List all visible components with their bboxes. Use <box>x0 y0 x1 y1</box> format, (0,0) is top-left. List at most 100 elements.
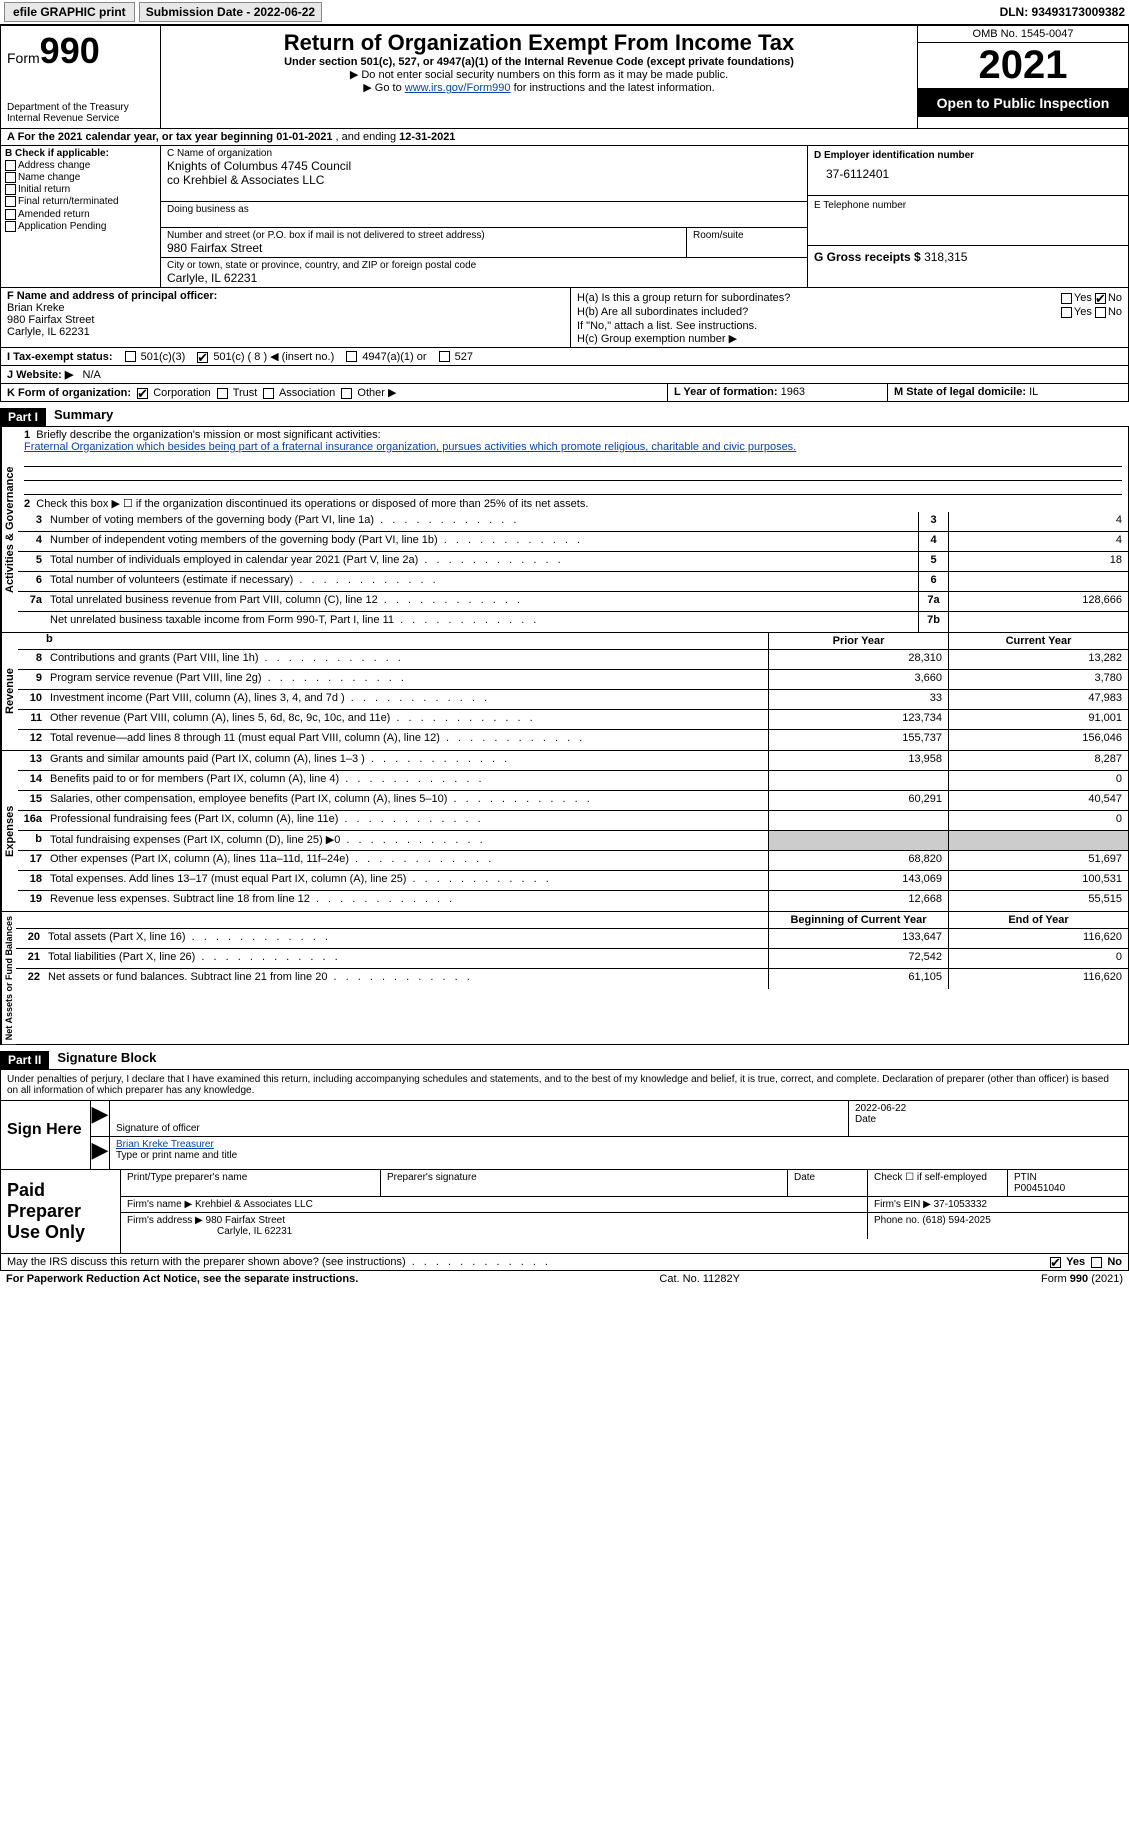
discuss-row: May the IRS discuss this return with the… <box>0 1254 1129 1271</box>
chk-501c3[interactable] <box>125 351 136 362</box>
summary-row: 6Total number of volunteers (estimate if… <box>18 572 1128 592</box>
mission-text: Fraternal Organization which besides bei… <box>24 441 796 453</box>
summary-row: 17Other expenses (Part IX, column (A), l… <box>18 851 1128 871</box>
chk-amended[interactable] <box>5 209 16 220</box>
sign-here-block: Sign Here ▶ Signature of officer 2022-06… <box>0 1101 1129 1170</box>
chk-527[interactable] <box>439 351 450 362</box>
summary-row: 8Contributions and grants (Part VIII, li… <box>18 650 1128 670</box>
tax-status-row: I Tax-exempt status: 501(c)(3) 501(c) ( … <box>0 348 1129 366</box>
firm-ein: 37-1053332 <box>934 1199 987 1210</box>
summary-row: 10Investment income (Part VIII, column (… <box>18 690 1128 710</box>
ein-value: 37-6112401 <box>814 161 1122 181</box>
tax-year: 2021 <box>918 43 1128 89</box>
summary-row: 20Total assets (Part X, line 16)133,6471… <box>16 929 1128 949</box>
top-bar: efile GRAPHIC print Submission Date - 20… <box>0 0 1129 25</box>
revenue-section: Revenue bPrior YearCurrent Year 8Contrib… <box>0 633 1129 751</box>
header-center: Return of Organization Exempt From Incom… <box>161 26 918 128</box>
discuss-no[interactable] <box>1091 1257 1102 1268</box>
main-info-block: B Check if applicable: Address change Na… <box>0 146 1129 288</box>
side-expenses: Expenses <box>1 751 18 911</box>
form-header: Form990 Department of the Treasury Inter… <box>0 25 1129 129</box>
year-formation: 1963 <box>781 386 805 398</box>
form-number: 990 <box>40 30 100 71</box>
firm-name: Krehbiel & Associates LLC <box>195 1199 313 1210</box>
omb-number: OMB No. 1545-0047 <box>918 26 1128 43</box>
prep-date-label: Date <box>788 1170 868 1196</box>
ha-no[interactable] <box>1095 293 1106 304</box>
form-subtitle: Under section 501(c), 527, or 4947(a)(1)… <box>169 56 909 68</box>
status-label: I Tax-exempt status: <box>7 351 113 363</box>
footer-left: For Paperwork Reduction Act Notice, see … <box>6 1273 358 1285</box>
dept-treasury: Department of the Treasury <box>7 102 154 113</box>
ha-yes[interactable] <box>1061 293 1072 304</box>
summary-row: 5Total number of individuals employed in… <box>18 552 1128 572</box>
footer-right: Form 990 (2021) <box>1041 1273 1123 1285</box>
column-c: C Name of organization Knights of Columb… <box>161 146 808 287</box>
signature-intro: Under penalties of perjury, I declare th… <box>0 1070 1129 1101</box>
officer-name-title: Brian Kreke Treasurer <box>116 1139 1122 1150</box>
summary-row: 4Number of independent voting members of… <box>18 532 1128 552</box>
chk-pending[interactable] <box>5 221 16 232</box>
gross-receipts-value: 318,315 <box>924 250 967 264</box>
hb-note: If "No," attach a list. See instructions… <box>577 320 1122 332</box>
mission-label: Briefly describe the organization's miss… <box>36 429 380 441</box>
hc-label: H(c) Group exemption number ▶ <box>577 332 1122 345</box>
print-preparer-label: Print/Type preparer's name <box>121 1170 381 1196</box>
section-a: A For the 2021 calendar year, or tax yea… <box>0 129 1129 146</box>
prior-year-hdr: Prior Year <box>768 633 948 649</box>
chk-assoc[interactable] <box>263 388 274 399</box>
summary-row: 16aProfessional fundraising fees (Part I… <box>18 811 1128 831</box>
chk-trust[interactable] <box>217 388 228 399</box>
form-note-1: ▶ Do not enter social security numbers o… <box>169 68 909 81</box>
hb-yes[interactable] <box>1061 307 1072 318</box>
chk-other[interactable] <box>341 388 352 399</box>
summary-row: 7aTotal unrelated business revenue from … <box>18 592 1128 612</box>
officer-row: F Name and address of principal officer:… <box>0 288 1129 348</box>
officer-city: Carlyle, IL 62231 <box>7 326 564 338</box>
website-value: N/A <box>83 369 101 381</box>
k-row: K Form of organization: Corporation Trus… <box>0 384 1129 402</box>
form-title: Return of Organization Exempt From Incom… <box>169 30 909 56</box>
chk-501c[interactable] <box>197 352 208 363</box>
discuss-question: May the IRS discuss this return with the… <box>7 1256 1050 1268</box>
footer: For Paperwork Reduction Act Notice, see … <box>0 1271 1129 1287</box>
summary-row: 13Grants and similar amounts paid (Part … <box>18 751 1128 771</box>
officer-label: F Name and address of principal officer: <box>7 290 217 302</box>
hb-label: H(b) Are all subordinates included? <box>577 306 748 318</box>
part2-header: Part II Signature Block <box>0 1045 1129 1070</box>
firm-phone: (618) 594-2025 <box>922 1215 990 1226</box>
discuss-yes[interactable] <box>1050 1257 1061 1268</box>
footer-center: Cat. No. 11282Y <box>358 1273 1041 1285</box>
efile-print-button[interactable]: efile GRAPHIC print <box>4 2 135 22</box>
org-name-label: C Name of organization <box>167 148 801 159</box>
header-left: Form990 Department of the Treasury Inter… <box>1 26 161 128</box>
sig-officer-label: Signature of officer <box>116 1123 842 1134</box>
org-name-1: Knights of Columbus 4745 Council <box>167 159 801 173</box>
chk-4947[interactable] <box>346 351 357 362</box>
chk-name-change[interactable] <box>5 172 16 183</box>
gross-receipts-label: G Gross receipts $ <box>814 250 921 264</box>
dba-label: Doing business as <box>167 204 801 215</box>
summary-row: Net unrelated business taxable income fr… <box>18 612 1128 632</box>
end-year-hdr: End of Year <box>948 912 1128 928</box>
chk-corp[interactable] <box>137 388 148 399</box>
chk-initial-return[interactable] <box>5 184 16 195</box>
officer-addr: 980 Fairfax Street <box>7 314 564 326</box>
summary-row: 9Program service revenue (Part VIII, lin… <box>18 670 1128 690</box>
summary-row: 14Benefits paid to or for members (Part … <box>18 771 1128 791</box>
ha-label: H(a) Is this a group return for subordin… <box>577 292 790 304</box>
arrow-icon: ▶ <box>91 1137 109 1169</box>
column-d: D Employer identification number 37-6112… <box>808 146 1128 287</box>
expenses-section: Expenses 13Grants and similar amounts pa… <box>0 751 1129 912</box>
summary-row: 19Revenue less expenses. Subtract line 1… <box>18 891 1128 911</box>
chk-final-return[interactable] <box>5 196 16 207</box>
summary-row: 15Salaries, other compensation, employee… <box>18 791 1128 811</box>
summary-row: 18Total expenses. Add lines 13–17 (must … <box>18 871 1128 891</box>
chk-address-change[interactable] <box>5 160 16 171</box>
hb-no[interactable] <box>1095 307 1106 318</box>
irs-link[interactable]: www.irs.gov/Form990 <box>405 82 511 94</box>
address-label: Number and street (or P.O. box if mail i… <box>167 230 680 241</box>
self-employed-check: Check ☐ if self-employed <box>868 1170 1008 1196</box>
ptin-label: PTIN <box>1014 1172 1122 1183</box>
type-name-label: Type or print name and title <box>116 1150 1122 1161</box>
